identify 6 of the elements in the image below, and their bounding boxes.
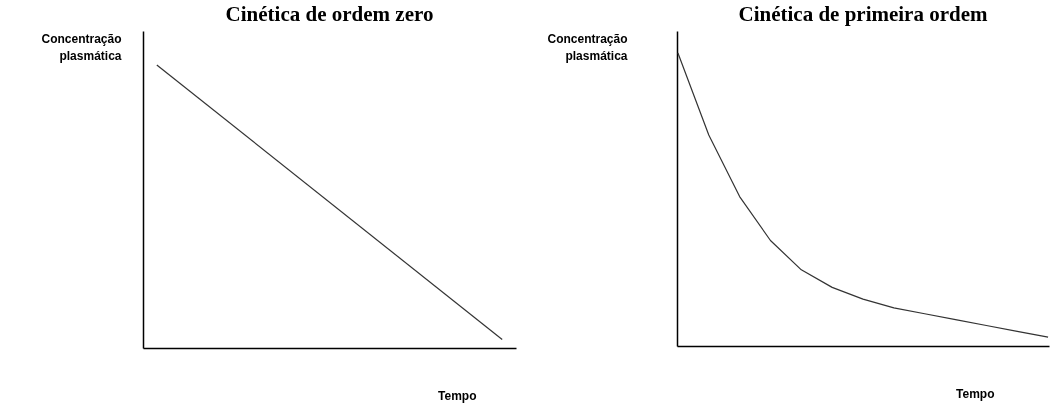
x-axis-title: Tempo <box>956 386 995 401</box>
x-axis-title: Tempo <box>438 388 477 403</box>
y-axis-title: Concentração plasmática <box>41 31 122 63</box>
chart-title: Cinética de ordem zero <box>225 2 434 26</box>
y-axis-title: Concentração plasmática <box>547 31 628 63</box>
chart-title: Cinética de primeira ordem <box>738 2 989 26</box>
